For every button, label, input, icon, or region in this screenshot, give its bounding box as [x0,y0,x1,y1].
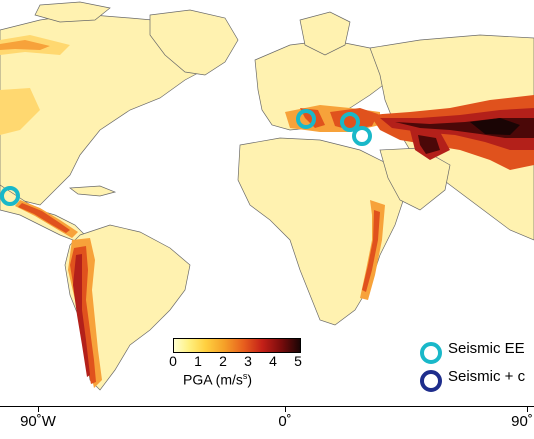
central-america-hazard-core [18,203,70,233]
x-axis-tick [285,406,286,412]
site-marker-italy [296,109,316,129]
tibet-hazard-peak [470,118,520,135]
colorbar-tick: 4 [269,353,277,369]
iran-hazard-core [418,135,440,154]
andes-hazard-core [73,254,90,377]
colorbar-tick: 2 [219,353,227,369]
colorbar-label: PGA (m/ss) [183,371,253,388]
legend-label: Seismic EE [448,340,525,357]
north-america-landmass [0,13,216,206]
cyan-ring-icon [420,342,442,364]
pga-colorbar [173,338,301,353]
arctic-islands [34,1,111,23]
site-marker-greece [352,126,372,146]
colorbar-tick: 1 [194,353,202,369]
scandinavia-landmass [299,11,351,56]
west-coast-hazard-core [0,40,50,50]
site-marker-balkans [340,112,360,132]
navy-ring-icon [420,370,442,392]
x-axis-tick [527,406,528,412]
x-axis-label-90e: 90˚ [511,413,533,430]
x-axis-tick [38,406,39,412]
colorbar-tick: 0 [169,353,177,369]
greenland-landmass [149,9,239,76]
world-map [0,1,534,391]
caribbean-islands [69,185,117,197]
africa-landmass [237,137,406,326]
x-axis-label-0: 0˚ [278,413,292,430]
north-america-interior-hazard [0,88,40,135]
x-axis-label-90w: 90˚W [20,413,56,430]
site-marker-mexico [0,186,20,206]
hazard-map: 0 1 2 3 4 5 PGA (m/ss) Seismic EE Seismi… [0,0,534,407]
colorbar-tick: 5 [294,353,302,369]
legend-label: Seismic + c [448,368,526,385]
colorbar-tick: 3 [244,353,252,369]
east-africa-rift-core [362,210,380,292]
